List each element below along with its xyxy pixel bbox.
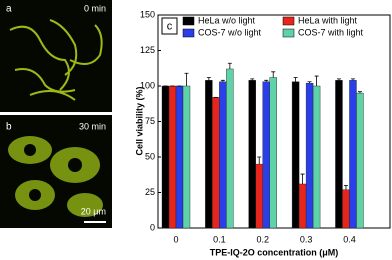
bar (262, 81, 270, 229)
error-bar (184, 72, 189, 86)
bar (312, 85, 321, 229)
panel-label-box (161, 17, 178, 35)
bar (335, 80, 343, 229)
bar (226, 68, 234, 229)
error-bar (336, 78, 341, 81)
panel-label: c (167, 20, 173, 32)
panel-label: a (6, 4, 12, 15)
error-bar (220, 79, 225, 82)
bar (255, 163, 263, 229)
bar (182, 85, 191, 229)
x-tick-label: 0 (173, 234, 178, 244)
bar (175, 85, 184, 229)
bar (291, 81, 300, 229)
legend-swatch (282, 16, 295, 26)
y-axis-title: Cell viability (%) (134, 86, 144, 155)
bar (298, 183, 307, 229)
y-tick-label: 0 (150, 222, 155, 232)
error-bar (314, 75, 319, 86)
legend-swatch (282, 28, 295, 38)
legend-label: COS-7 w/o light (198, 27, 262, 37)
bar (248, 80, 256, 229)
x-axis-title: TPE-IQ-2O concentration (μM) (210, 247, 339, 257)
y-tick-label: 150 (140, 9, 155, 19)
bar (168, 85, 177, 229)
y-tick-label: 100 (140, 80, 155, 90)
error-bar (300, 173, 305, 184)
x-tick-label: 0.1 (213, 234, 226, 244)
bar (212, 97, 220, 229)
x-tick-label: 0.2 (256, 234, 269, 244)
y-tick-label: 25 (145, 187, 155, 197)
bar (342, 189, 350, 229)
x-tick-label: 0.4 (343, 234, 356, 244)
error-bar (257, 156, 262, 165)
legend-label: HeLa with light (298, 15, 358, 25)
error-bar (307, 81, 312, 84)
bar (349, 80, 357, 229)
scale-bar-label: 20 μm (81, 206, 106, 216)
error-bar (206, 77, 211, 81)
error-bar (293, 77, 298, 82)
error-bar (271, 71, 276, 78)
bar (356, 92, 364, 229)
bar (161, 85, 170, 229)
time-caption: 0 min (84, 3, 106, 13)
y-tick-label: 75 (145, 116, 155, 126)
y-tick-label: 50 (145, 151, 155, 161)
error-bar (264, 79, 269, 82)
y-tick-label: 125 (140, 45, 155, 55)
panel-label: b (6, 122, 12, 133)
micrograph-a: a 0 min (0, 0, 112, 112)
error-bar (343, 185, 348, 190)
bar (205, 80, 213, 229)
micrograph-b: b 30 min 20 μm (0, 115, 112, 228)
legend-swatch (182, 28, 195, 38)
time-caption: 30 min (79, 121, 106, 131)
error-bar (250, 78, 255, 81)
legend-label: HeLa w/o light (198, 15, 256, 25)
bar (305, 82, 314, 229)
legend-swatch (182, 16, 195, 26)
bar (269, 77, 277, 229)
legend-label: COS-7 with light (298, 27, 364, 37)
bar (219, 81, 227, 229)
error-bar (227, 62, 232, 69)
error-bar (357, 91, 362, 94)
x-tick-label: 0.3 (300, 234, 313, 244)
error-bar (350, 78, 355, 81)
